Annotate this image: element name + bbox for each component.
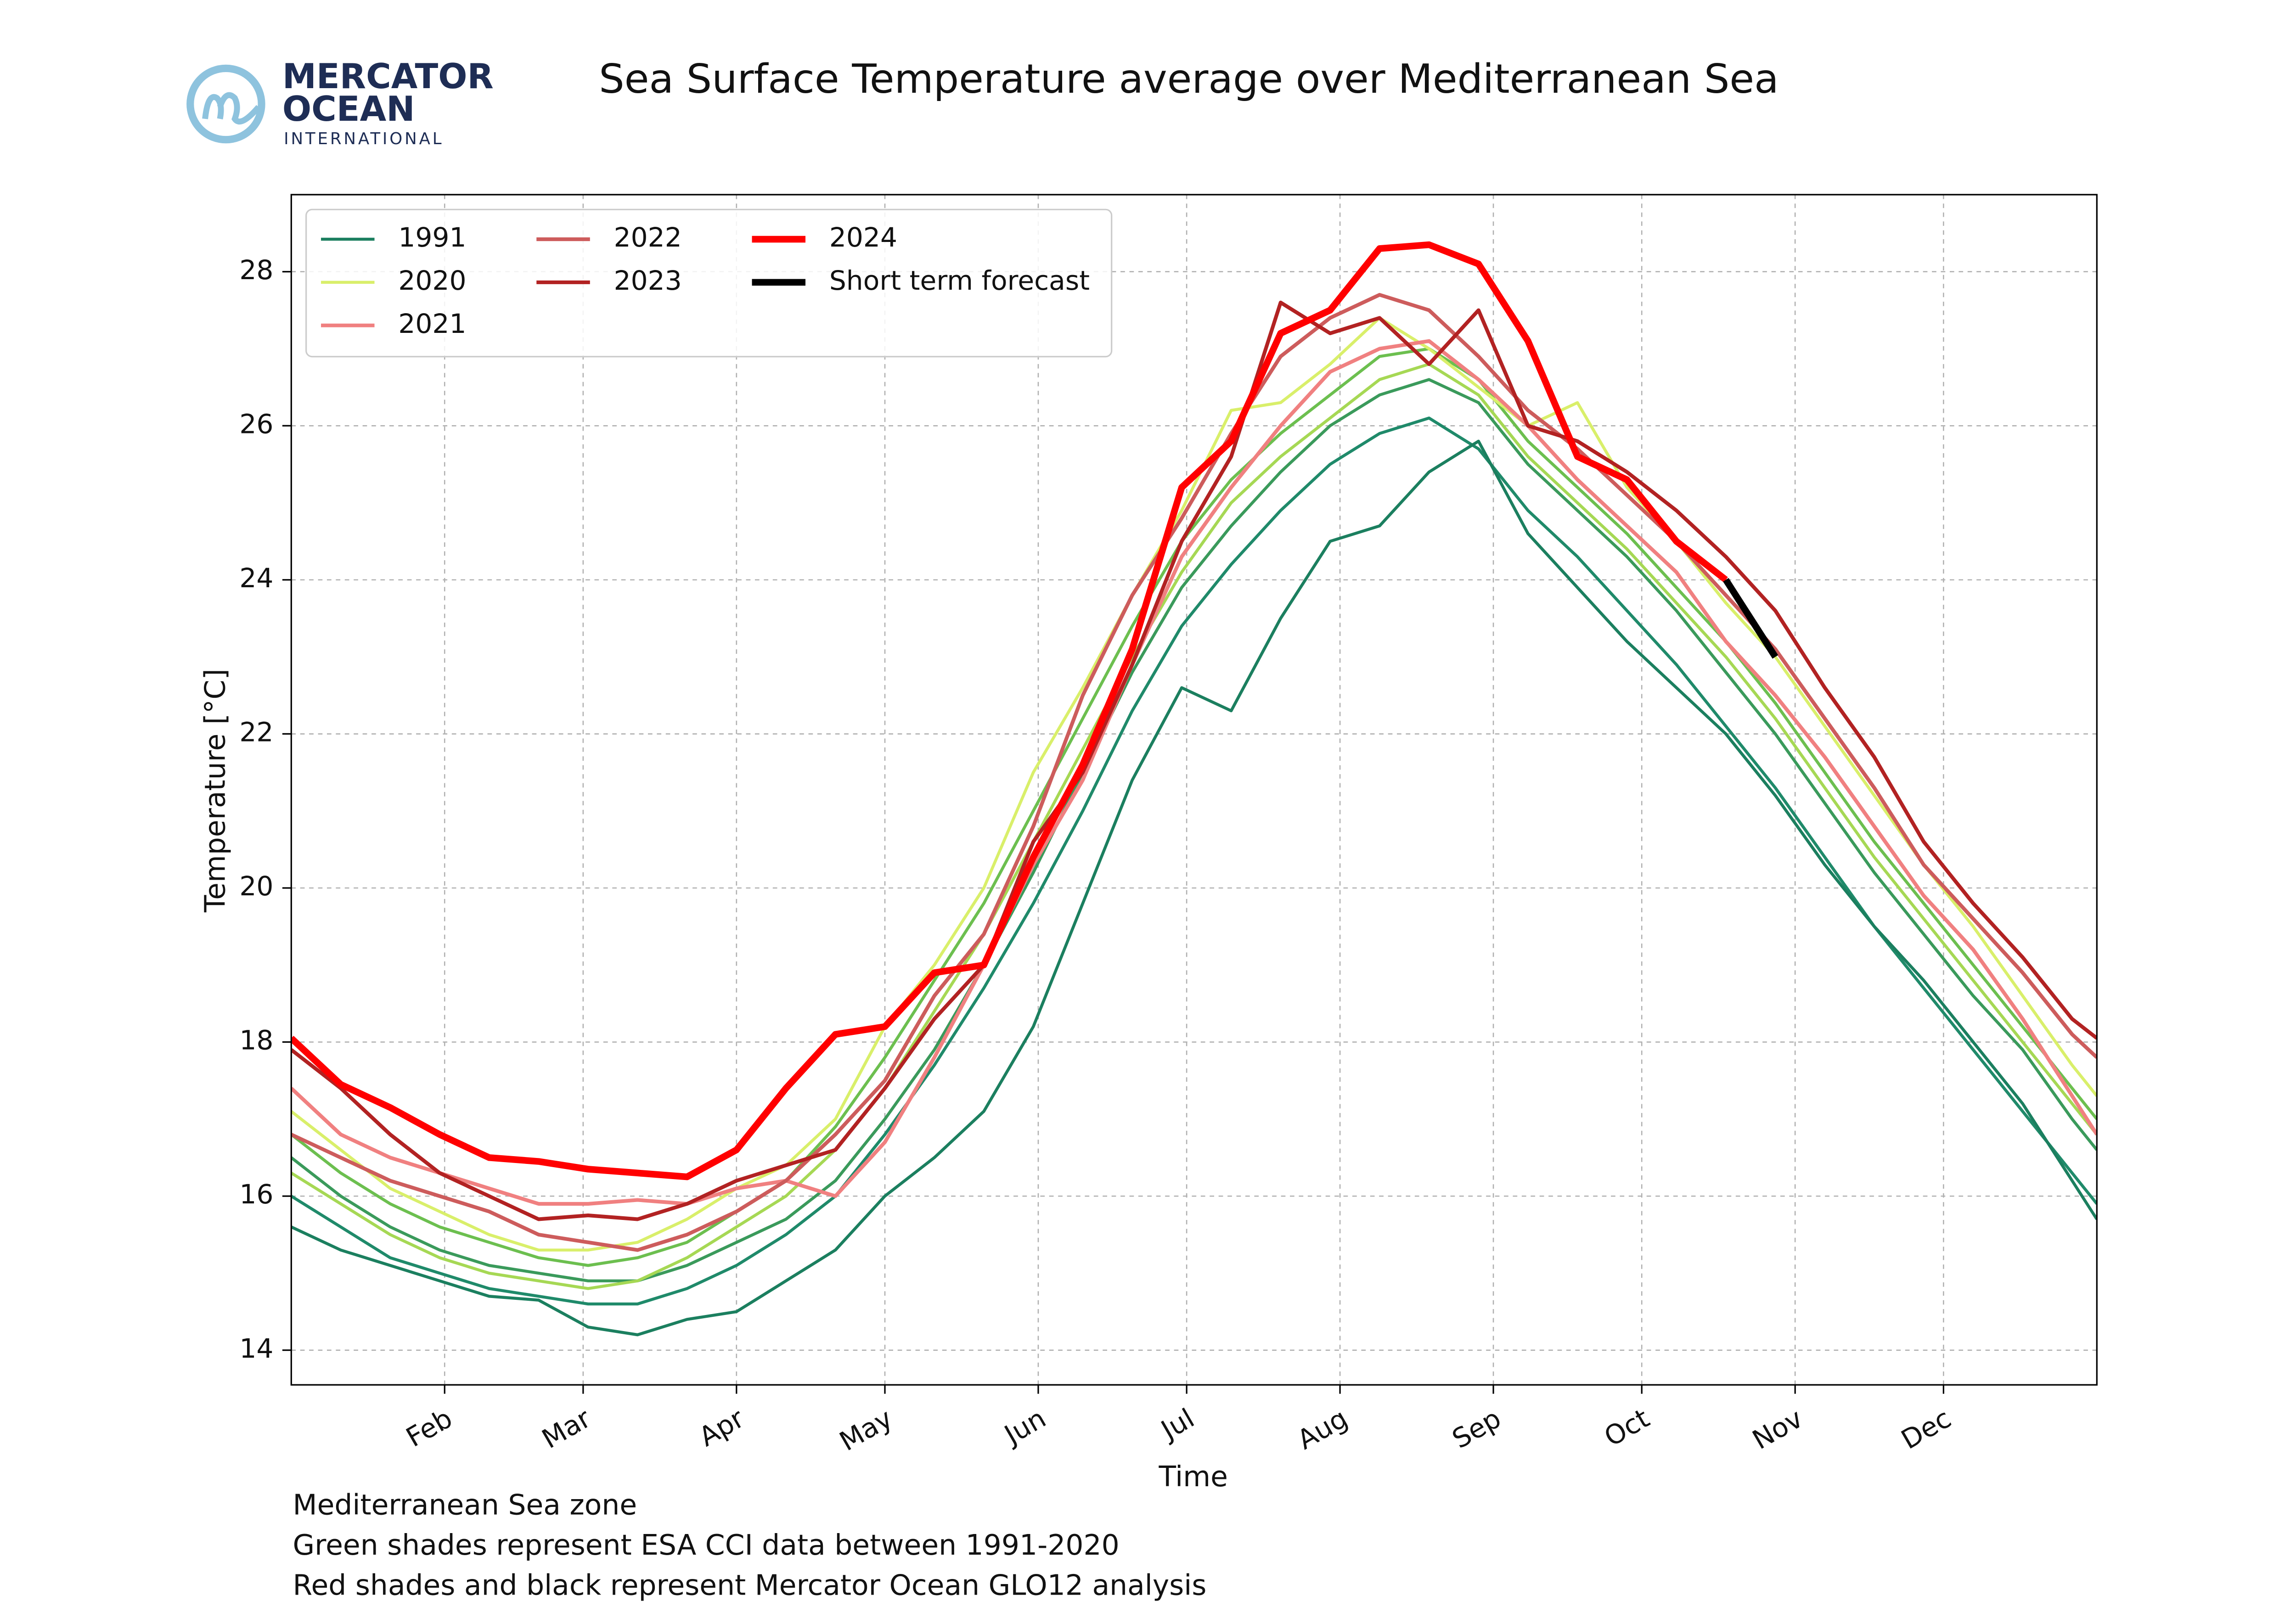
y-tick-label: 18 bbox=[239, 1025, 273, 1056]
logo: MERCATOR OCEAN INTERNATIONAL bbox=[186, 56, 494, 148]
logo-text: OCEAN bbox=[282, 89, 415, 129]
y-tick-label: 24 bbox=[239, 562, 273, 594]
y-tick-label: 14 bbox=[239, 1333, 273, 1364]
footnote: Red shades and black represent Mercator … bbox=[293, 1569, 1207, 1601]
legend-label: 2021 bbox=[398, 308, 466, 339]
logo-subtext: INTERNATIONAL bbox=[284, 129, 444, 148]
legend-label: 1991 bbox=[398, 222, 466, 253]
legend-label: 2024 bbox=[829, 222, 897, 253]
y-tick-label: 26 bbox=[239, 408, 273, 439]
plot-frame bbox=[290, 194, 2098, 1386]
series-line bbox=[1723, 578, 1778, 659]
logo-text: MERCATOR bbox=[282, 56, 494, 96]
footnote: Green shades represent ESA CCI data betw… bbox=[293, 1529, 1120, 1562]
series-line bbox=[291, 339, 2097, 1206]
footnote: Mediterranean Sea zone bbox=[293, 1489, 637, 1522]
series-line bbox=[291, 300, 2097, 1221]
y-axis-label: Temperature [°C] bbox=[199, 669, 232, 913]
y-tick-label: 22 bbox=[239, 717, 273, 748]
x-axis-label: Time bbox=[1158, 1461, 1227, 1493]
series-line bbox=[291, 347, 2097, 1267]
legend: 1991 2020 2021 2022 2023 2024 Short term forec… bbox=[305, 208, 1113, 358]
legend-label: 2020 bbox=[398, 265, 466, 296]
series-line bbox=[291, 416, 2097, 1306]
legend-label: 2022 bbox=[614, 222, 682, 253]
legend-box bbox=[305, 208, 1113, 358]
y-tick-label: 16 bbox=[239, 1179, 273, 1210]
series-line bbox=[291, 362, 2097, 1290]
chart-title: Sea Surface Temperature average over Med… bbox=[599, 56, 1778, 102]
legend-label: Short term forecast bbox=[829, 265, 1090, 296]
series-line bbox=[291, 293, 2097, 1252]
legend-label: 2023 bbox=[614, 265, 682, 296]
logo-ring bbox=[186, 64, 265, 144]
y-tick-label: 20 bbox=[239, 871, 273, 902]
series-line bbox=[291, 241, 1728, 1180]
logo-mark bbox=[202, 92, 261, 125]
series-line bbox=[291, 378, 2097, 1282]
y-tick-label: 28 bbox=[239, 254, 273, 286]
series-line bbox=[291, 439, 2097, 1337]
